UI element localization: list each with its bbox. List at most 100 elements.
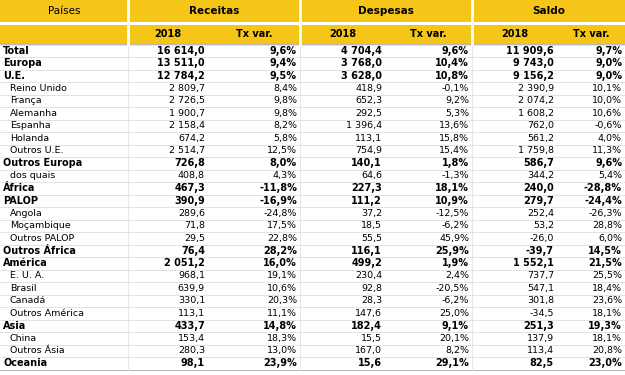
Text: 561,2: 561,2: [527, 134, 554, 143]
Text: 1 759,8: 1 759,8: [518, 146, 554, 155]
Text: África: África: [3, 183, 36, 193]
Bar: [0, 25, 625, 43]
Text: 23,0%: 23,0%: [588, 358, 622, 368]
Text: 754,9: 754,9: [355, 146, 382, 155]
Bar: [0, 320, 625, 332]
Text: -20,5%: -20,5%: [436, 284, 469, 293]
Text: 344,2: 344,2: [527, 171, 554, 180]
Text: Outros África: Outros África: [3, 246, 76, 256]
Text: 1 608,2: 1 608,2: [518, 109, 554, 118]
Text: Receitas: Receitas: [189, 6, 239, 16]
Text: 8,2%: 8,2%: [445, 346, 469, 355]
Text: -1,3%: -1,3%: [441, 171, 469, 180]
Text: 20,3%: 20,3%: [267, 296, 297, 305]
Text: -24,8%: -24,8%: [264, 209, 297, 218]
Text: 5,8%: 5,8%: [273, 134, 297, 143]
Text: -16,9%: -16,9%: [259, 196, 297, 206]
Text: 147,6: 147,6: [355, 309, 382, 318]
Text: 418,9: 418,9: [355, 84, 382, 93]
Text: 230,4: 230,4: [355, 271, 382, 280]
Text: 25,9%: 25,9%: [435, 246, 469, 256]
Text: 18,1%: 18,1%: [435, 183, 469, 193]
Text: 19,1%: 19,1%: [267, 271, 297, 280]
Bar: [0, 69, 625, 82]
Text: 5,3%: 5,3%: [445, 109, 469, 118]
Text: E. U. A.: E. U. A.: [10, 271, 44, 280]
Text: 10,1%: 10,1%: [592, 84, 622, 93]
Text: 639,9: 639,9: [178, 284, 205, 293]
Text: 17,5%: 17,5%: [267, 221, 297, 230]
Text: França: França: [10, 96, 42, 105]
Text: 5,4%: 5,4%: [598, 171, 622, 180]
Text: 301,8: 301,8: [527, 296, 554, 305]
Text: 15,8%: 15,8%: [439, 134, 469, 143]
Text: 11,3%: 11,3%: [592, 146, 622, 155]
Text: 92,8: 92,8: [361, 284, 382, 293]
Bar: [0, 57, 625, 69]
Bar: [0, 82, 625, 94]
Text: 279,7: 279,7: [523, 196, 554, 206]
Text: 289,6: 289,6: [178, 209, 205, 218]
Text: América: América: [3, 258, 47, 268]
Text: 3 628,0: 3 628,0: [341, 71, 382, 81]
Text: 9,0%: 9,0%: [595, 58, 622, 68]
Bar: [0, 0, 625, 22]
Text: -24,4%: -24,4%: [584, 196, 622, 206]
Bar: [0, 270, 625, 282]
Text: 1 900,7: 1 900,7: [169, 109, 205, 118]
Text: 2,4%: 2,4%: [445, 271, 469, 280]
Text: Total: Total: [3, 46, 30, 56]
Text: -0,1%: -0,1%: [442, 84, 469, 93]
Text: Outros América: Outros América: [10, 309, 84, 318]
Text: 10,0%: 10,0%: [592, 96, 622, 105]
Text: -26,0: -26,0: [529, 234, 554, 243]
Text: -6,2%: -6,2%: [442, 296, 469, 305]
Text: 330,1: 330,1: [177, 296, 205, 305]
Text: 11 909,6: 11 909,6: [506, 46, 554, 56]
Text: 137,9: 137,9: [527, 334, 554, 343]
Text: 18,4%: 18,4%: [592, 284, 622, 293]
Text: 9,1%: 9,1%: [442, 321, 469, 331]
Text: 499,2: 499,2: [351, 258, 382, 268]
Bar: [0, 257, 625, 270]
Text: 762,0: 762,0: [527, 121, 554, 130]
Text: 9,4%: 9,4%: [270, 58, 297, 68]
Text: Tx var.: Tx var.: [410, 29, 447, 39]
Text: 12,5%: 12,5%: [267, 146, 297, 155]
Text: 9 156,2: 9 156,2: [513, 71, 554, 81]
Text: 240,0: 240,0: [523, 183, 554, 193]
Text: 6,0%: 6,0%: [598, 234, 622, 243]
Text: 16 614,0: 16 614,0: [158, 46, 205, 56]
Bar: [0, 332, 625, 345]
Text: 18,5: 18,5: [361, 221, 382, 230]
Text: 21,5%: 21,5%: [588, 258, 622, 268]
Bar: [0, 157, 625, 170]
Text: 1 396,4: 1 396,4: [346, 121, 382, 130]
Text: 25,0%: 25,0%: [439, 309, 469, 318]
Bar: [0, 120, 625, 132]
Text: 2 074,2: 2 074,2: [518, 96, 554, 105]
Bar: [0, 207, 625, 219]
Text: 9,6%: 9,6%: [595, 158, 622, 168]
Text: 29,1%: 29,1%: [435, 358, 469, 368]
Text: 2018: 2018: [501, 29, 528, 39]
Bar: [0, 132, 625, 144]
Text: 10,6%: 10,6%: [267, 284, 297, 293]
Bar: [0, 94, 625, 107]
Text: -26,3%: -26,3%: [589, 209, 622, 218]
Text: 71,8: 71,8: [184, 221, 205, 230]
Text: 8,4%: 8,4%: [273, 84, 297, 93]
Text: Reino Unido: Reino Unido: [10, 84, 67, 93]
Bar: [0, 219, 625, 232]
Text: 4,3%: 4,3%: [273, 171, 297, 180]
Text: 227,3: 227,3: [351, 183, 382, 193]
Text: 9 743,0: 9 743,0: [513, 58, 554, 68]
Text: 2 390,9: 2 390,9: [518, 84, 554, 93]
Text: 12 784,2: 12 784,2: [158, 71, 205, 81]
Text: Despesas: Despesas: [358, 6, 414, 16]
Text: 9,8%: 9,8%: [273, 96, 297, 105]
Text: Asia: Asia: [3, 321, 26, 331]
Text: 18,1%: 18,1%: [592, 334, 622, 343]
Text: 25,5%: 25,5%: [592, 271, 622, 280]
Text: 182,4: 182,4: [351, 321, 382, 331]
